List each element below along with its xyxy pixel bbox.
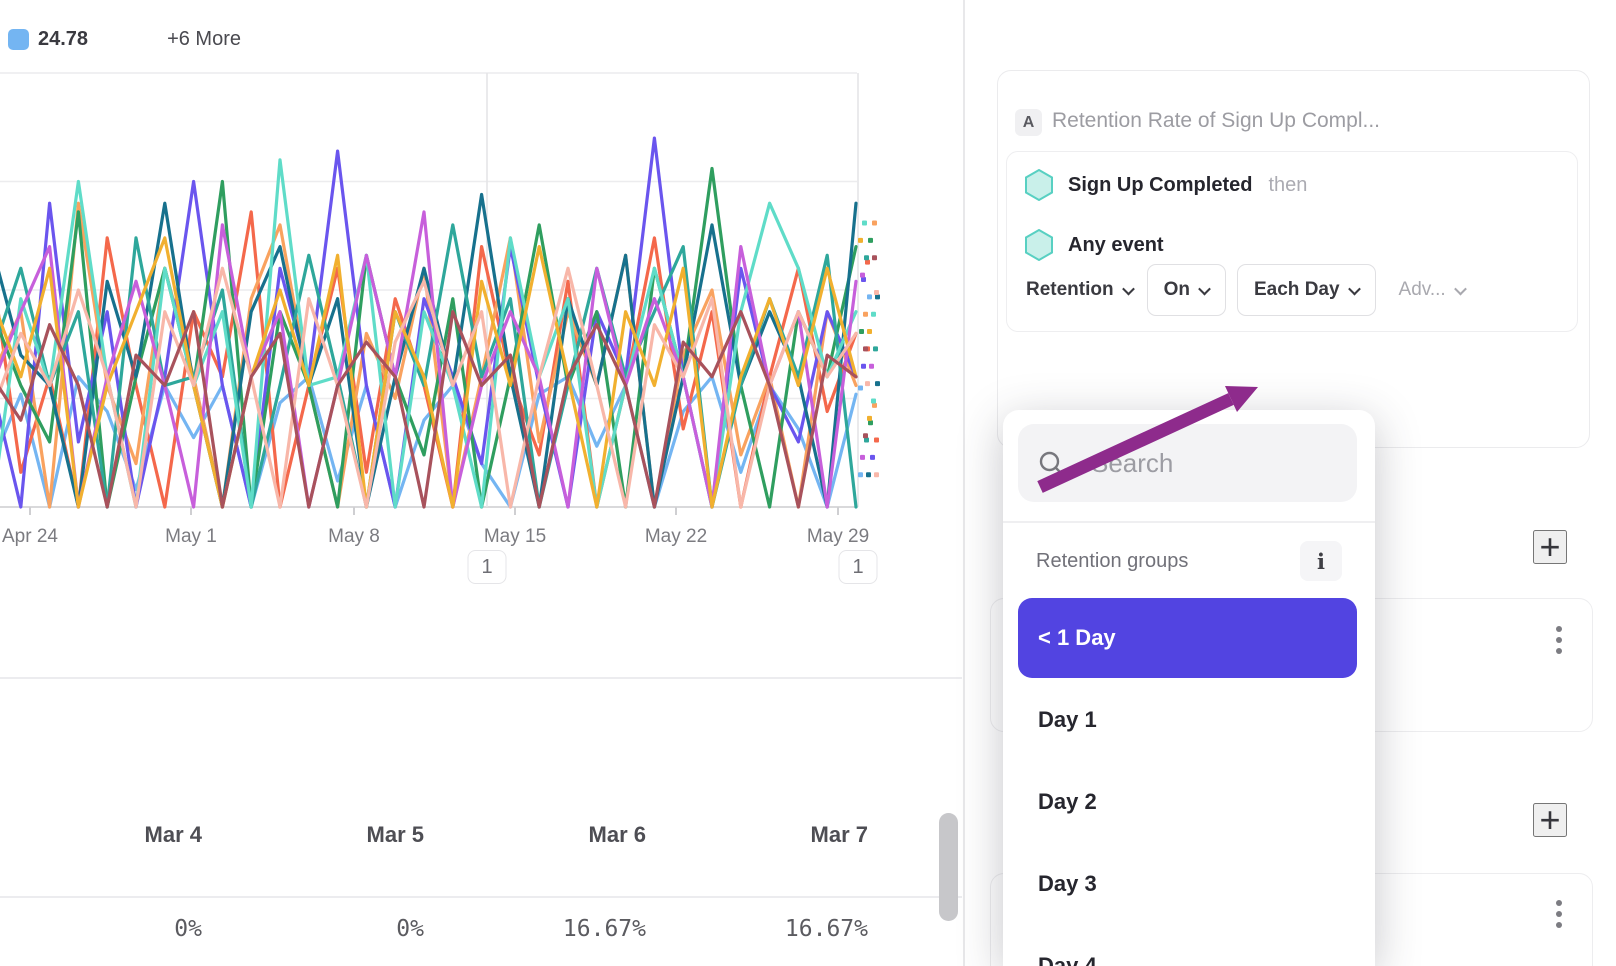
legend-more-label[interactable]: +6 More: [167, 28, 241, 50]
granularity-dropdown[interactable]: Each Day: [1237, 264, 1376, 316]
table-column-header: Mar 7: [810, 822, 868, 847]
dropdown-item-day-1[interactable]: Day 1: [1038, 707, 1097, 732]
annotation-badge[interactable]: 1: [838, 550, 878, 584]
breakdown-table-value-row: 0% 0% 16.67% 16.67%: [0, 916, 868, 942]
advanced-dropdown[interactable]: Adv...: [1398, 279, 1467, 301]
dropdown-item--1-day[interactable]: < 1 Day: [1018, 598, 1357, 678]
table-cell-value[interactable]: 0%: [396, 916, 424, 942]
event-row-1[interactable]: Sign Up Completed then: [1024, 168, 1307, 202]
dropdown-item-day-3[interactable]: Day 3: [1038, 871, 1097, 896]
on-dropdown[interactable]: On: [1146, 264, 1226, 316]
dropdown-item-day-4[interactable]: Day 4: [1038, 953, 1097, 966]
table-cell-value[interactable]: 0%: [174, 916, 202, 942]
x-axis-label: May 29: [806, 526, 870, 547]
event-then-label: then: [1268, 173, 1308, 196]
event-definition-card: A Retention Rate of Sign Up Compl... Sig…: [997, 70, 1590, 473]
chevron-down-icon: [1453, 282, 1467, 295]
dropdown-divider: [1003, 521, 1375, 523]
event-row-2[interactable]: Any event: [1024, 228, 1164, 262]
card-title[interactable]: Retention Rate of Sign Up Compl...: [1052, 109, 1381, 132]
granularity-label: Each Day: [1254, 279, 1340, 300]
retention-controls-row: Retention On Each Day Adv...: [1007, 264, 1579, 316]
event-name[interactable]: Sign Up Completed: [1068, 173, 1253, 196]
annotation-badge[interactable]: 1: [467, 550, 507, 584]
query-builder-panel: + + A Retention Rate of Sign Up Compl...…: [965, 0, 1616, 966]
chevron-down-icon: [1198, 282, 1211, 295]
panel-divider: [963, 0, 965, 966]
retention-mode-dropdown[interactable]: Retention: [1007, 264, 1147, 316]
kebab-menu-icon[interactable]: [1556, 900, 1562, 928]
chart-area: 24.78 +6 More Apr 24 May 1 May 8 May 15 May …: [0, 0, 962, 942]
search-placeholder: Search: [1091, 447, 1174, 478]
x-axis-label: May 8: [328, 526, 380, 547]
section-divider: [0, 677, 962, 679]
event-name[interactable]: Any event: [1068, 233, 1164, 256]
on-label: On: [1163, 279, 1190, 300]
series-a-badge: A: [1015, 109, 1042, 136]
event-hexagon-icon: [1025, 229, 1053, 261]
dropdown-item-day-2[interactable]: Day 2: [1038, 789, 1097, 814]
chart-legend: 24.78 +6 More: [8, 28, 241, 51]
table-column-header: Mar 5: [366, 822, 424, 847]
retention-line-chart[interactable]: Apr 24 May 1 May 8 May 15 May 22 May 29 1 1: [0, 0, 962, 620]
search-icon: [1039, 451, 1064, 476]
legend-series-label[interactable]: 24.78: [38, 28, 89, 50]
x-axis-label: Apr 24: [2, 526, 58, 547]
advanced-label: Adv...: [1398, 279, 1446, 300]
event-hexagon-icon: [1025, 169, 1053, 201]
add-segment-button-2[interactable]: +: [1533, 799, 1567, 840]
chevron-down-icon: [1121, 282, 1135, 295]
x-axis-label: May 1: [165, 526, 217, 547]
retention-mode-label: Retention: [1026, 279, 1114, 300]
event-steps-card: Sign Up Completed then Any event Retenti…: [1006, 151, 1578, 332]
section-label: Retention groups: [1036, 549, 1189, 572]
table-divider: [0, 896, 962, 898]
kebab-menu-icon[interactable]: [1556, 626, 1562, 654]
legend-swatch[interactable]: [8, 29, 29, 50]
chart-canvas: [0, 72, 880, 515]
vertical-scrollbar[interactable]: [939, 813, 958, 921]
chevron-down-icon: [1347, 282, 1361, 295]
x-axis-label: May 15: [483, 526, 547, 547]
x-axis-label: May 22: [644, 526, 708, 547]
add-segment-button-1[interactable]: +: [1533, 526, 1567, 567]
table-cell-value[interactable]: 16.67%: [784, 916, 868, 942]
breakdown-table-header-row: Mar 4 Mar 5 Mar 6 Mar 7: [0, 822, 868, 848]
retention-group-dropdown: Search Retention groups i < 1 Day Day 1 Da…: [1003, 410, 1375, 966]
search-input[interactable]: Search: [1018, 424, 1357, 502]
table-column-header: Mar 4: [144, 822, 202, 847]
table-cell-value[interactable]: 16.67%: [562, 916, 646, 942]
retention-groups-section: Retention groups i: [1036, 541, 1342, 581]
table-column-header: Mar 6: [588, 822, 646, 847]
info-icon[interactable]: i: [1300, 541, 1342, 581]
